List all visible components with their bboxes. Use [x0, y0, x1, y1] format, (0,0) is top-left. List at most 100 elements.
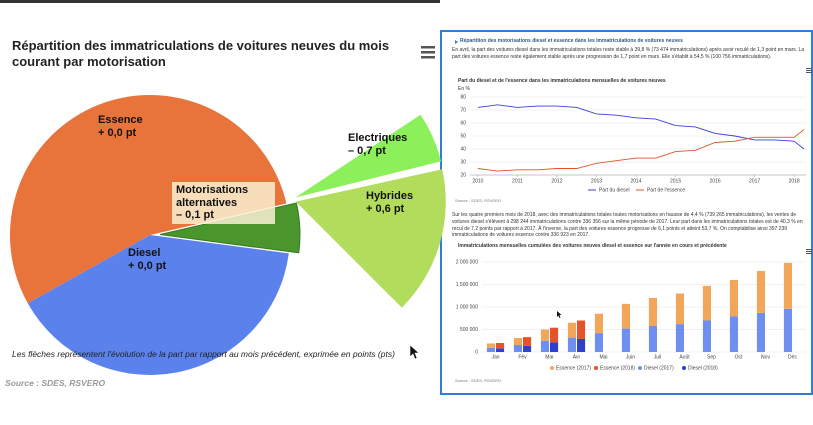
- y-tick-label: 1 000 000: [456, 304, 478, 310]
- x-tick-label: Jan: [491, 354, 499, 360]
- legend-swatch: [594, 366, 598, 370]
- breakdown-slice: [295, 114, 442, 198]
- line: [477, 129, 805, 172]
- legend-swatch: [682, 366, 686, 370]
- bar: [756, 271, 765, 313]
- slice-change: – 0,1 pt: [176, 209, 214, 222]
- bar: [540, 340, 549, 352]
- y-tick-label: 50: [460, 133, 466, 139]
- bar: [729, 316, 738, 352]
- x-tick-label: Juil: [654, 354, 662, 360]
- x-tick-label: 2014: [630, 178, 641, 184]
- legend-label: Diesel (2017): [644, 365, 674, 371]
- slice-label: Essence + 0,0 pt: [98, 114, 143, 139]
- x-tick-label: Déc: [788, 354, 797, 360]
- y-tick-label: 20: [460, 172, 466, 178]
- bar: [513, 338, 522, 346]
- pie-note: Les flèches représentent l'évolution de …: [12, 349, 395, 359]
- bar: [648, 298, 657, 326]
- pie-source: Source : SDES, RSVERO: [5, 378, 106, 388]
- bar: [523, 345, 532, 352]
- bar-source: Source : SDES, RSVERO: [455, 378, 502, 383]
- bar: [729, 280, 738, 317]
- pie-slice: [9, 94, 287, 304]
- x-tick-label: 2010: [472, 178, 483, 184]
- bar: [702, 285, 711, 321]
- breakdown-slice: [295, 169, 446, 308]
- x-tick-label: 2016: [710, 178, 721, 184]
- slice-change: + 0,0 pt: [98, 126, 137, 139]
- breakdown-category: Hybrides: [366, 190, 414, 202]
- legend-swatch: [550, 366, 554, 370]
- legend-label: Part du diesel: [599, 187, 630, 193]
- line-source: Source : SDES, RSVERO: [455, 198, 502, 203]
- y-tick-label: 1 500 000: [456, 282, 478, 288]
- bar: [675, 324, 684, 352]
- x-tick-label: 2012: [551, 178, 562, 184]
- bar: [783, 308, 792, 352]
- x-tick-label: Août: [679, 354, 690, 360]
- slice-change: + 0,0 pt: [128, 259, 167, 272]
- y-tick-label: 0: [475, 349, 478, 355]
- legend-label: Diesel (2018): [688, 365, 718, 371]
- x-tick-label: Nov: [761, 354, 770, 360]
- x-tick-label: Avr: [573, 354, 581, 360]
- bar: [594, 313, 603, 334]
- bar: [496, 343, 505, 349]
- bar: [567, 322, 576, 338]
- x-tick-label: 2013: [591, 178, 602, 184]
- slice-label: Motorisations alternatives – 0,1 pt: [172, 182, 275, 224]
- line-title: Part du diesel et de l'essence dans les …: [458, 78, 666, 84]
- bar: [550, 342, 559, 352]
- paragraph: Sur les quatre premiers mois de 2018, av…: [452, 212, 803, 239]
- collapse-icon[interactable]: [455, 40, 458, 44]
- y-tick-label: 500 000: [460, 327, 478, 333]
- y-tick-label: 80: [460, 94, 466, 100]
- bar: [567, 337, 576, 352]
- y-tick-label: 2 000 000: [456, 259, 478, 265]
- bar: [621, 328, 630, 352]
- bar: [702, 320, 711, 352]
- x-tick-label: Sep: [707, 354, 716, 360]
- paragraph: En avril, la part des voitures diesel da…: [452, 47, 805, 60]
- bar: [783, 262, 792, 309]
- cursor: [409, 344, 420, 360]
- bar: [594, 333, 603, 352]
- x-tick-label: 2011: [512, 178, 523, 184]
- x-tick-label: Oct: [735, 354, 743, 360]
- cursor: [557, 311, 562, 318]
- y-tick-label: 70: [460, 107, 466, 113]
- y-axis-label: En %: [458, 86, 470, 92]
- pie-slice: [27, 235, 289, 376]
- bar: [621, 303, 630, 329]
- x-tick-label: Mai: [599, 354, 607, 360]
- menu-icon[interactable]: [806, 68, 812, 73]
- slice-category: Motorisations alternatives: [176, 184, 249, 209]
- top-bar: [0, 0, 440, 3]
- legend-label: Essence (2017): [556, 365, 591, 371]
- line: [477, 104, 805, 150]
- bar: [577, 338, 586, 352]
- bar: [540, 329, 549, 341]
- bar: [756, 312, 765, 352]
- menu-icon[interactable]: [421, 46, 435, 59]
- legend-label: Essence (2018): [600, 365, 635, 371]
- bar: [577, 320, 586, 339]
- slice-label: Diesel + 0,0 pt: [128, 247, 166, 272]
- x-tick-label: 2015: [670, 178, 681, 184]
- x-tick-label: Fév: [518, 354, 527, 360]
- y-tick-label: 30: [460, 159, 466, 165]
- x-tick-label: Juin: [626, 354, 635, 360]
- bar: [550, 327, 559, 343]
- bar: [648, 325, 657, 352]
- menu-icon[interactable]: [806, 249, 812, 254]
- x-tick-label: Mar: [545, 354, 554, 360]
- breakdown-change: + 0,6 pt: [366, 203, 405, 215]
- pie-title: Répartition des immatriculations de voit…: [12, 38, 390, 70]
- x-tick-label: 2017: [749, 178, 760, 184]
- y-tick-label: 60: [460, 120, 466, 126]
- bar-title: Immatriculations mensuelles cumulées des…: [458, 243, 727, 249]
- breakdown-category: Electriques: [348, 132, 408, 144]
